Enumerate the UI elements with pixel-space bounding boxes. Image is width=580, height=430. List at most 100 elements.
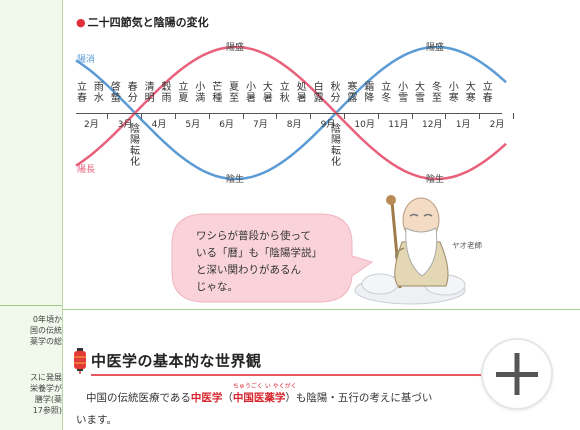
body-text: （ <box>222 392 233 404</box>
sidebar-text-line: 17参照) <box>32 406 62 415</box>
month-label: 7月 <box>253 120 268 130</box>
axis-tick <box>479 113 481 119</box>
solar-term: 清明 <box>144 82 155 104</box>
term-chuigaku: 中医学 <box>190 392 223 404</box>
solar-term: 立春 <box>77 82 87 104</box>
month-label: 2月 <box>489 120 505 130</box>
month-label: 4月 <box>151 120 167 130</box>
transition-label-spring: 陰陽転化 <box>130 124 140 168</box>
solar-term: 処暑 <box>296 82 307 104</box>
solar-term: 小満 <box>195 82 206 104</box>
lantern-icon <box>74 348 86 374</box>
month-label: 1月 <box>455 120 471 130</box>
speech-bubble-text: ワシらが普段から使って いる「暦」も「陰陽学説」 と深い関わりがあるん じゃな。 <box>196 228 342 296</box>
axis-tick <box>174 113 176 119</box>
solar-term: 小寒 <box>448 82 459 104</box>
term-with-ruby: ちゅうごく い やくがく中国医薬学 <box>232 383 297 405</box>
bubble-line: じゃな。 <box>196 281 238 293</box>
solar-term: 霜降 <box>364 82 375 104</box>
solar-term: 立秋 <box>279 82 290 104</box>
body-text: 中国の伝統医療である <box>86 392 191 404</box>
plus-icon <box>496 353 538 395</box>
label-yang-peak-2: 陽盛 <box>426 43 445 53</box>
bubble-line: ワシらが普段から使って <box>196 230 311 242</box>
solar-term: 立冬 <box>381 82 392 104</box>
solar-term: 白露 <box>313 82 324 104</box>
solar-term: 立夏 <box>178 82 189 104</box>
diagram-title-text: 二十四節気と陰陽の変化 <box>87 16 209 29</box>
solar-term: 立春 <box>482 82 493 104</box>
solar-term: 大寒 <box>465 82 476 104</box>
transition-label-autumn: 陰陽転化 <box>331 124 341 168</box>
solar-term: 小暑 <box>246 82 256 104</box>
month-label: 2月 <box>84 120 99 130</box>
sidebar-text-line: 0年頃か <box>32 315 62 324</box>
section-divider <box>62 309 580 310</box>
solar-term: 小雪 <box>398 82 409 104</box>
solar-term: 雨水 <box>93 82 104 104</box>
solar-term: 穀雨 <box>161 82 172 104</box>
solar-term: 冬至 <box>431 82 442 104</box>
month-label: 9月 <box>320 120 336 130</box>
bullet-icon: ● <box>76 16 86 29</box>
solar-term: 夏至 <box>229 82 240 104</box>
solar-term: 春分 <box>127 82 138 104</box>
label-yang-grow: 陽長 <box>77 165 96 175</box>
axis-tick <box>343 113 345 119</box>
label-yang-peak-1: 陽盛 <box>226 43 245 53</box>
sidebar-text-line: 国の伝統 <box>30 326 62 335</box>
sidebar-text-line: 栄養学が <box>30 384 62 393</box>
month-label: 12月 <box>422 120 443 130</box>
body-paragraph-line-1: 中国の伝統医療である中医学（ ちゅうごく い やくがく 中国医薬学）も陰陽・五行の考… <box>76 383 433 405</box>
term-chugoku-iyakugaku: 中国医薬学 <box>232 392 286 404</box>
zoom-button[interactable] <box>481 338 553 410</box>
month-label: 6月 <box>219 120 234 130</box>
section-heading: 中医学の基本的な世界観 <box>91 352 262 370</box>
axis-tick <box>276 113 278 119</box>
month-label: 5月 <box>185 120 201 130</box>
label-yang-wane: 陽消 <box>77 55 96 65</box>
sidebar-text-line: 薬学の総 <box>30 337 62 346</box>
yang-curve <box>75 45 507 181</box>
month-axis <box>76 113 502 114</box>
label-yin-birth-2: 陰生 <box>426 175 445 185</box>
month-label: 3月 <box>117 120 133 130</box>
body-text: ） <box>285 392 296 404</box>
month-label: 10月 <box>354 120 375 130</box>
left-sidebar-panel <box>0 0 62 430</box>
axis-tick <box>141 113 143 119</box>
body-paragraph-line-2: います。 <box>76 414 117 426</box>
solar-term: 芒種 <box>212 82 223 104</box>
axis-tick <box>411 113 413 119</box>
sidebar-text-line: 膳学(薬 <box>34 395 62 404</box>
sidebar-rule <box>0 305 62 306</box>
body-text: も陰陽・五行の考えに基づい <box>295 392 433 404</box>
sidebar-text-block-1: 0年頃か 国の伝統 薬学の総 <box>2 314 62 347</box>
sidebar-text-line: スに発展 <box>30 373 62 382</box>
axis-tick <box>445 113 447 119</box>
ruby-reading: ちゅうごく い やくがく <box>232 383 297 390</box>
yin-yang-curves <box>75 45 507 181</box>
month-label: 8月 <box>286 120 302 130</box>
old-sage-illustration <box>354 195 466 305</box>
month-label: 11月 <box>388 120 409 130</box>
axis-tick <box>208 113 210 119</box>
axis-tick <box>310 113 312 119</box>
yin-curve <box>75 45 507 181</box>
bubble-line: と深い関わりがあるん <box>196 264 301 276</box>
character-name: ヤオ老師 <box>452 241 482 250</box>
solar-term: 大暑 <box>262 82 273 104</box>
label-yin-birth-1: 陰生 <box>226 175 245 185</box>
axis-tick <box>377 113 379 119</box>
solar-term: 寒露 <box>347 82 358 104</box>
sidebar-text-block-2: スに発展 栄養学が 膳学(薬 17参照) <box>2 372 62 416</box>
diagram-title: ● 二十四節気と陰陽の変化 <box>76 14 209 30</box>
axis-tick <box>107 113 109 119</box>
axis-tick <box>242 113 244 119</box>
solar-term: 大雪 <box>415 82 425 104</box>
bubble-line: いる「暦」も「陰陽学説」 <box>196 247 322 259</box>
axis-tick <box>512 113 514 119</box>
speech-bubble <box>171 213 374 303</box>
heading-underline <box>91 374 483 376</box>
solar-term: 啓蟄 <box>110 82 121 104</box>
